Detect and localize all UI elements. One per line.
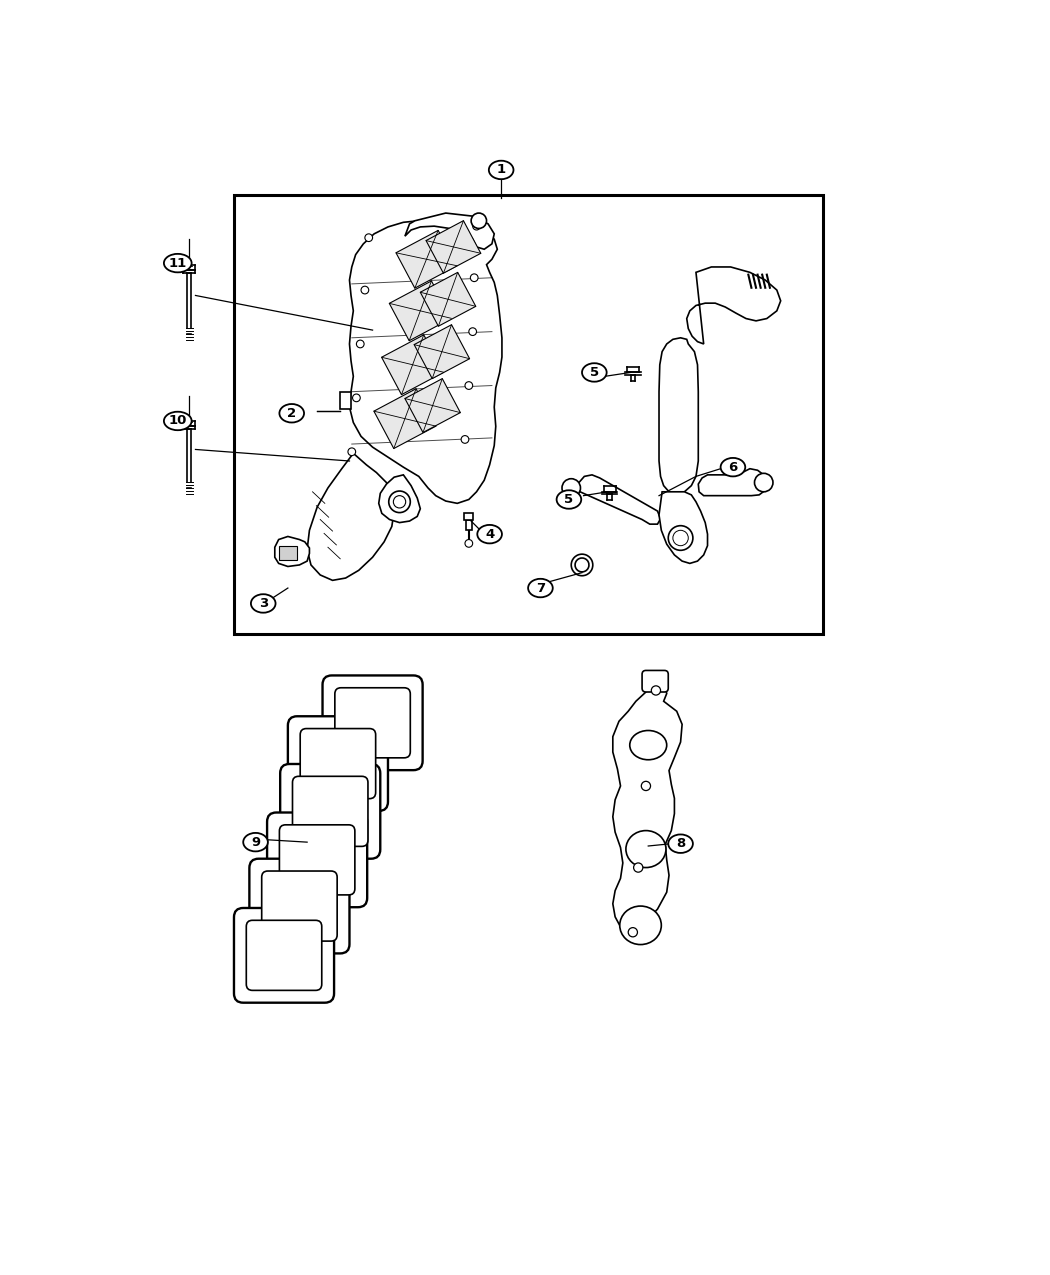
Ellipse shape bbox=[279, 404, 304, 422]
Circle shape bbox=[465, 539, 472, 547]
Circle shape bbox=[471, 213, 486, 228]
FancyBboxPatch shape bbox=[250, 858, 350, 954]
Polygon shape bbox=[420, 273, 476, 326]
Ellipse shape bbox=[244, 833, 268, 852]
Ellipse shape bbox=[620, 907, 662, 945]
Ellipse shape bbox=[668, 834, 693, 853]
FancyBboxPatch shape bbox=[288, 717, 388, 811]
Circle shape bbox=[361, 286, 369, 295]
FancyBboxPatch shape bbox=[300, 728, 376, 798]
Text: 2: 2 bbox=[287, 407, 296, 419]
Bar bbox=[234, 195, 823, 634]
Polygon shape bbox=[659, 492, 708, 564]
FancyBboxPatch shape bbox=[279, 825, 355, 895]
Bar bbox=[340, 391, 351, 409]
Ellipse shape bbox=[478, 525, 502, 543]
Text: 11: 11 bbox=[169, 256, 187, 269]
Circle shape bbox=[628, 928, 637, 937]
Text: 9: 9 bbox=[251, 835, 260, 849]
Circle shape bbox=[356, 340, 364, 348]
Polygon shape bbox=[275, 537, 310, 566]
Text: 3: 3 bbox=[258, 597, 268, 609]
Text: 5: 5 bbox=[564, 493, 573, 506]
FancyBboxPatch shape bbox=[643, 671, 668, 692]
Ellipse shape bbox=[164, 254, 191, 273]
Circle shape bbox=[348, 448, 356, 455]
Circle shape bbox=[562, 478, 581, 497]
Ellipse shape bbox=[164, 412, 191, 430]
Text: 6: 6 bbox=[729, 460, 737, 473]
FancyBboxPatch shape bbox=[322, 676, 422, 770]
Circle shape bbox=[633, 863, 643, 872]
Polygon shape bbox=[374, 389, 436, 449]
FancyBboxPatch shape bbox=[280, 764, 380, 858]
Circle shape bbox=[755, 473, 773, 492]
Ellipse shape bbox=[489, 161, 513, 180]
Ellipse shape bbox=[251, 594, 275, 613]
Circle shape bbox=[470, 274, 478, 282]
Polygon shape bbox=[414, 325, 469, 379]
Text: 4: 4 bbox=[485, 528, 495, 541]
Ellipse shape bbox=[556, 491, 582, 509]
Polygon shape bbox=[571, 474, 660, 524]
Circle shape bbox=[461, 436, 469, 444]
Circle shape bbox=[642, 782, 651, 790]
Polygon shape bbox=[405, 379, 460, 432]
Polygon shape bbox=[687, 266, 781, 344]
Ellipse shape bbox=[720, 458, 746, 477]
Polygon shape bbox=[405, 213, 495, 249]
Polygon shape bbox=[613, 681, 682, 931]
FancyBboxPatch shape bbox=[335, 687, 411, 757]
Text: 1: 1 bbox=[497, 163, 506, 176]
Polygon shape bbox=[390, 280, 452, 340]
Circle shape bbox=[365, 233, 373, 241]
Circle shape bbox=[651, 686, 660, 695]
Ellipse shape bbox=[582, 363, 607, 381]
Ellipse shape bbox=[626, 830, 666, 867]
Circle shape bbox=[388, 491, 411, 513]
Text: 8: 8 bbox=[676, 838, 686, 850]
Circle shape bbox=[472, 222, 481, 230]
Polygon shape bbox=[426, 221, 481, 273]
Text: 5: 5 bbox=[590, 366, 598, 379]
Polygon shape bbox=[698, 469, 766, 496]
FancyBboxPatch shape bbox=[247, 921, 321, 991]
Polygon shape bbox=[307, 454, 394, 580]
Ellipse shape bbox=[528, 579, 552, 597]
FancyBboxPatch shape bbox=[293, 776, 368, 847]
Bar bbox=[278, 546, 297, 560]
Polygon shape bbox=[381, 335, 444, 395]
Circle shape bbox=[468, 328, 477, 335]
FancyBboxPatch shape bbox=[261, 871, 337, 941]
Ellipse shape bbox=[630, 731, 667, 760]
FancyBboxPatch shape bbox=[267, 812, 367, 908]
Polygon shape bbox=[396, 231, 457, 288]
Bar bbox=[464, 513, 474, 520]
Polygon shape bbox=[379, 474, 420, 523]
Text: 7: 7 bbox=[536, 581, 545, 594]
Polygon shape bbox=[350, 217, 502, 504]
Polygon shape bbox=[659, 338, 698, 495]
Text: 10: 10 bbox=[169, 414, 187, 427]
FancyBboxPatch shape bbox=[234, 908, 334, 1002]
Circle shape bbox=[353, 394, 360, 402]
Bar bbox=[466, 520, 471, 529]
Circle shape bbox=[465, 381, 472, 389]
Circle shape bbox=[668, 525, 693, 551]
